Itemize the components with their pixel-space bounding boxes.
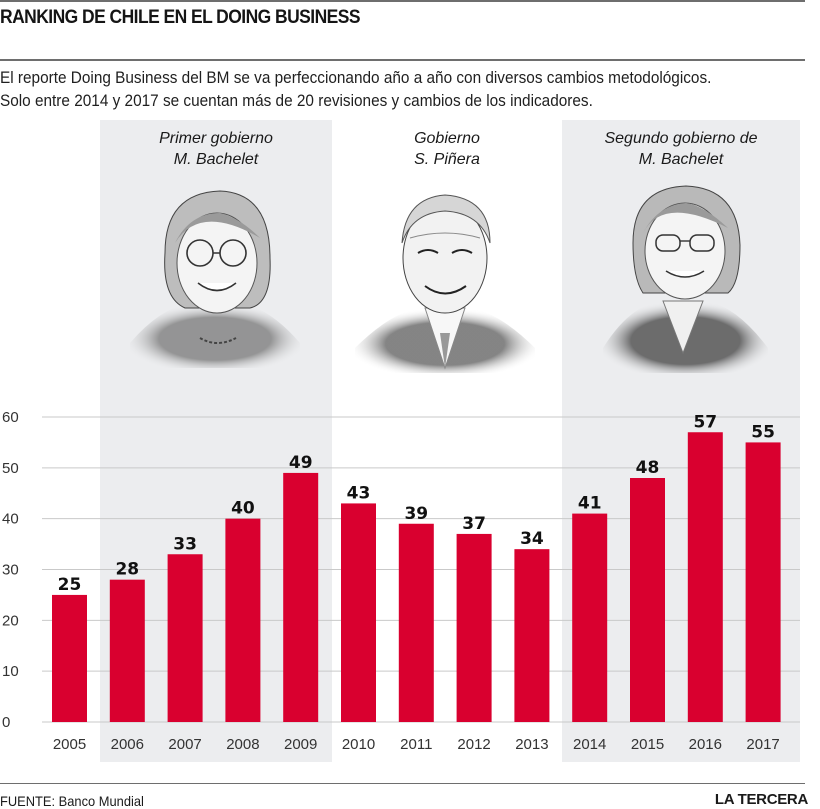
x-tick-label-2010: 2010 [342,736,375,753]
data-label-2007: 33 [173,534,197,554]
title-rule [0,59,805,61]
x-tick-label-2005: 2005 [53,736,86,753]
x-tick-label-2009: 2009 [284,736,317,753]
bar-2017 [745,442,781,722]
period-label-line: S. Piñera [414,151,480,168]
data-label-2014: 41 [578,494,602,514]
bachelet-portrait-icon [130,190,300,368]
bar-2014 [572,513,608,722]
bar-2008 [225,518,261,722]
bachelet-portrait-icon [603,185,768,373]
bar-2013 [514,549,550,722]
y-tick-label: 60 [2,409,19,426]
data-label-2006: 28 [115,560,139,580]
footer-rule [0,783,805,784]
period-label-line: M. Bachelet [638,151,724,168]
bar-2011 [398,523,434,722]
chart-title: RANKING DE CHILE EN EL DOING BUSINESS [0,7,361,28]
period-label-line: M. Bachelet [173,151,259,168]
data-label-2017: 55 [751,422,775,442]
x-tick-label-2007: 2007 [168,736,201,753]
x-tick-label-2016: 2016 [689,736,722,753]
subtitle-line-1: El reporte Doing Business del BM se va p… [0,69,712,87]
top-rule [0,0,805,2]
y-tick-label: 20 [2,612,19,629]
x-tick-label-2012: 2012 [457,736,490,753]
period-label-line: Gobierno [414,130,480,147]
bar-2015 [630,478,665,722]
data-label-2009: 49 [289,453,313,473]
bar-2005 [52,594,87,722]
data-label-2013: 34 [520,529,544,549]
data-label-2012: 37 [462,514,486,534]
data-label-2010: 43 [347,483,371,503]
x-tick-label-2011: 2011 [400,736,432,753]
x-tick-label-2006: 2006 [111,736,144,753]
x-tick-label-2013: 2013 [515,736,548,753]
source-note: FUENTE: Banco Mundial [0,793,144,809]
period-label-bachelet-2: Segundo gobierno de M. Bachelet [562,128,800,170]
period-label-pinera: Gobierno S. Piñera [332,128,562,170]
x-tick-label-2014: 2014 [573,736,606,753]
pinera-portrait-icon [355,194,535,373]
y-tick-label: 10 [2,663,19,680]
y-tick-label: 0 [2,714,10,731]
x-tick-label-2015: 2015 [631,736,664,753]
data-label-2016: 57 [693,412,717,432]
bar-2009 [283,472,319,722]
x-tick-label-2017: 2017 [746,736,779,753]
x-tick-label-2008: 2008 [226,736,259,753]
data-label-2005: 25 [58,575,82,595]
bar-2016 [687,432,723,722]
bar-2010 [341,503,376,722]
chart-subtitle: El reporte Doing Business del BM se va p… [0,67,763,113]
data-label-2011: 39 [404,504,428,524]
bar-2007 [167,554,203,722]
period-label-bachelet-1: Primer gobierno M. Bachelet [100,128,332,170]
data-label-2008: 40 [231,499,255,519]
period-label-line: Primer gobierno [159,130,273,147]
bar-2006 [109,579,145,722]
period-label-line: Segundo gobierno de [604,130,758,147]
bar-2012 [456,533,492,722]
data-label-2015: 48 [636,458,660,478]
y-tick-label: 40 [2,511,19,528]
y-tick-label: 30 [2,562,19,579]
subtitle-line-2: Solo entre 2014 y 2017 se cuentan más de… [0,92,593,110]
y-tick-label: 50 [2,460,19,477]
brand-logo: LA TERCERA [714,791,808,808]
